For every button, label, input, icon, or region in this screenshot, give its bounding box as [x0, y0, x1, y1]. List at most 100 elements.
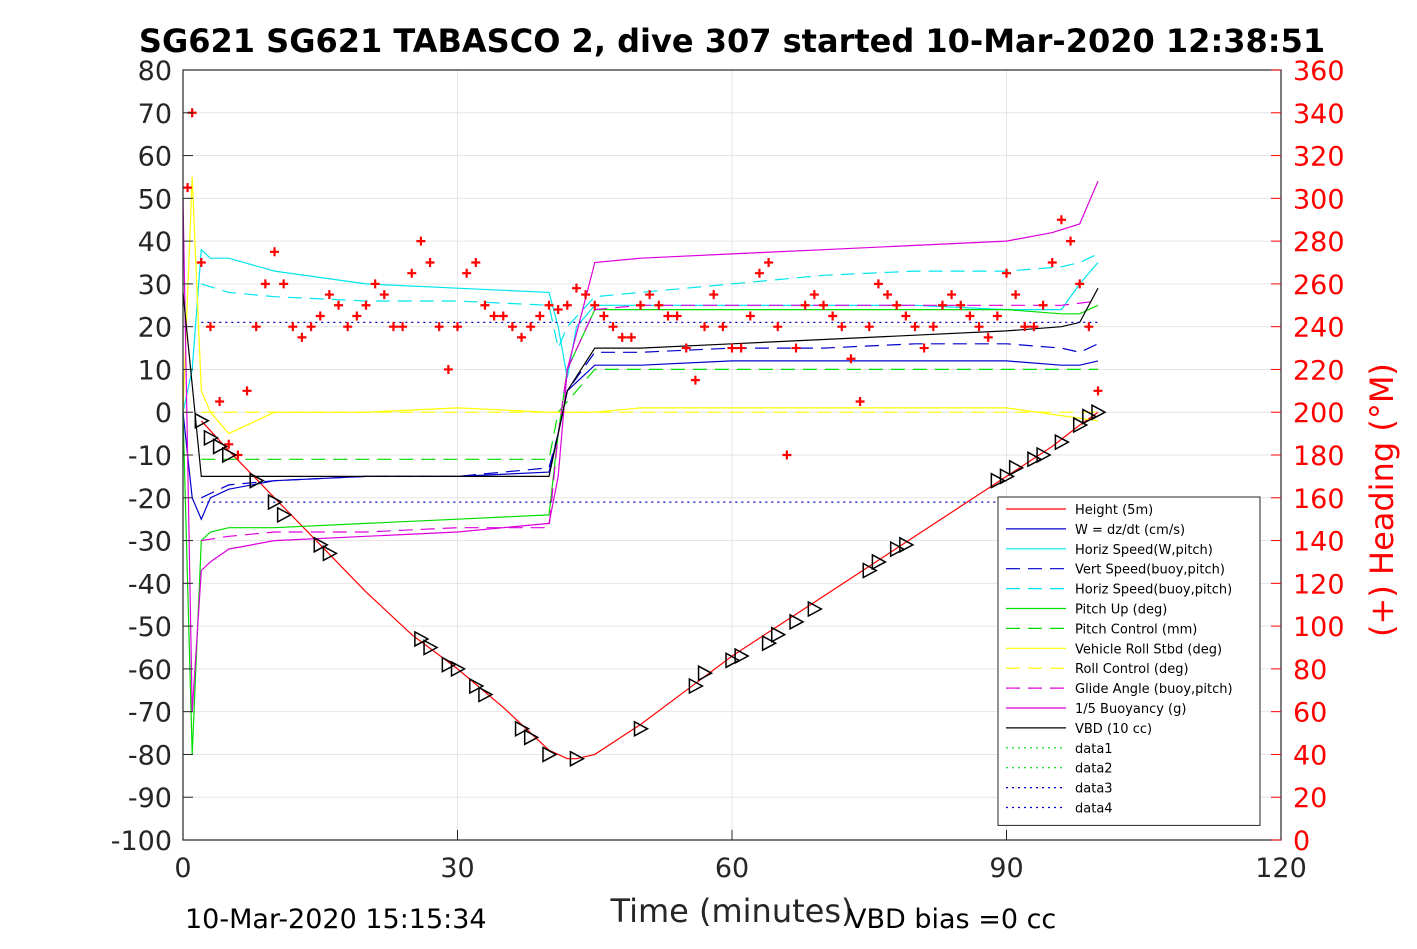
x-tick-label: 60	[715, 853, 749, 884]
heading-marker	[183, 183, 193, 193]
heading-marker	[571, 283, 581, 293]
triangle-marker	[1054, 433, 1070, 451]
legend-label: W = dz/dt (cm/s)	[1075, 523, 1185, 538]
triangle-marker	[862, 562, 878, 579]
heading-marker	[1066, 236, 1076, 246]
x-tick-label: 30	[440, 853, 474, 884]
y2-tick-label: 100	[1293, 612, 1345, 643]
heading-marker	[626, 332, 636, 342]
heading-marker	[489, 311, 499, 321]
y-tick-label: -60	[128, 655, 172, 686]
series-line-6	[201, 368, 1098, 460]
y2-tick-label: 340	[1293, 99, 1345, 130]
heading-marker	[947, 290, 957, 300]
triangle-marker	[414, 630, 430, 648]
legend-label: Pitch Control (mm)	[1075, 622, 1197, 637]
y2-tick-label: 60	[1293, 698, 1327, 729]
heading-marker	[544, 300, 554, 310]
triangle-marker	[761, 634, 778, 652]
triangle-marker	[313, 536, 329, 554]
series-line-2	[182, 248, 1099, 413]
heading-marker	[855, 397, 865, 407]
triangle-marker	[276, 506, 293, 524]
y-tick-label: 60	[138, 142, 172, 173]
footer-vbd-bias: VBD bias =0 cc	[848, 904, 1056, 935]
heading-marker	[370, 279, 380, 289]
triangle-marker	[734, 647, 750, 665]
heading-marker	[837, 322, 847, 332]
heading-marker	[517, 332, 527, 342]
triangle-marker	[771, 626, 787, 643]
heading-marker	[434, 322, 444, 332]
heading-marker	[1038, 300, 1048, 310]
triangle-marker	[222, 446, 238, 464]
y-tick-label: -20	[128, 484, 172, 515]
heading-marker	[242, 386, 252, 396]
y2-tick-label: 120	[1293, 569, 1345, 600]
triangle-marker	[203, 429, 220, 447]
heading-marker	[892, 300, 902, 310]
heading-marker	[700, 322, 710, 332]
legend-label: data3	[1075, 782, 1113, 797]
heading-marker	[828, 311, 838, 321]
heading-marker	[654, 300, 664, 310]
heading-marker	[224, 439, 234, 449]
triangle-marker	[441, 656, 457, 673]
y-tick-label: 40	[138, 227, 172, 258]
y-tick-label: 50	[138, 184, 172, 215]
heading-marker	[453, 322, 462, 332]
heading-marker	[388, 322, 398, 332]
heading-marker	[507, 322, 517, 332]
triangle-marker	[514, 720, 531, 738]
heading-marker	[334, 300, 344, 310]
heading-marker	[764, 258, 774, 267]
heading-marker	[251, 322, 261, 332]
y2-tick-label: 240	[1293, 313, 1345, 344]
heading-marker	[1093, 386, 1103, 396]
chart-title: SG621 SG621 TABASCO 2, dive 307 started …	[139, 22, 1325, 60]
y2-tick-label: 200	[1293, 398, 1345, 429]
triangle-marker	[423, 639, 439, 656]
heading-marker	[215, 397, 225, 407]
y-tick-label: 70	[138, 99, 172, 130]
series-layer	[182, 176, 1099, 760]
y2-tick-label: 20	[1293, 783, 1327, 814]
marker-layer	[183, 108, 1107, 767]
heading-marker	[782, 450, 792, 460]
legend-label: Vert Speed(buoy,pitch)	[1075, 563, 1225, 578]
x-tick-label: 120	[1255, 853, 1307, 884]
legend: Height (5m) W = dz/dt (cm/s) Horiz Speed(W…	[997, 496, 1261, 826]
series-line-4	[201, 253, 1099, 351]
heading-marker	[901, 311, 911, 321]
y-tick-label: -90	[128, 783, 172, 814]
heading-marker	[279, 279, 289, 289]
heading-marker	[983, 332, 993, 342]
triangle-marker	[194, 412, 210, 430]
heading-marker	[553, 305, 563, 315]
heading-marker	[1056, 215, 1066, 225]
heading-marker	[398, 322, 408, 332]
triangle-marker	[688, 677, 704, 695]
heading-marker	[1011, 290, 1021, 300]
triangle-marker	[569, 750, 586, 767]
heading-marker	[379, 290, 389, 300]
triangle-marker	[212, 438, 229, 455]
triangle-marker	[789, 613, 805, 631]
y2-tick-label: 360	[1293, 56, 1345, 87]
triangle-marker	[999, 468, 1016, 485]
y-tick-label: 0	[155, 398, 172, 429]
legend-box	[997, 496, 1261, 826]
triangle-marker	[478, 686, 494, 703]
series-line-9	[201, 300, 1099, 542]
heading-marker	[718, 322, 728, 332]
x-tick-label: 0	[174, 853, 191, 884]
heading-marker	[324, 290, 334, 300]
heading-marker	[736, 343, 746, 353]
triangle-marker	[450, 660, 467, 678]
y2-axis-label: (+) Heading (°M)	[1363, 363, 1401, 637]
heading-marker	[672, 311, 682, 321]
triangle-marker	[871, 553, 887, 571]
triangle-marker	[990, 472, 1006, 489]
heading-marker	[937, 300, 947, 310]
